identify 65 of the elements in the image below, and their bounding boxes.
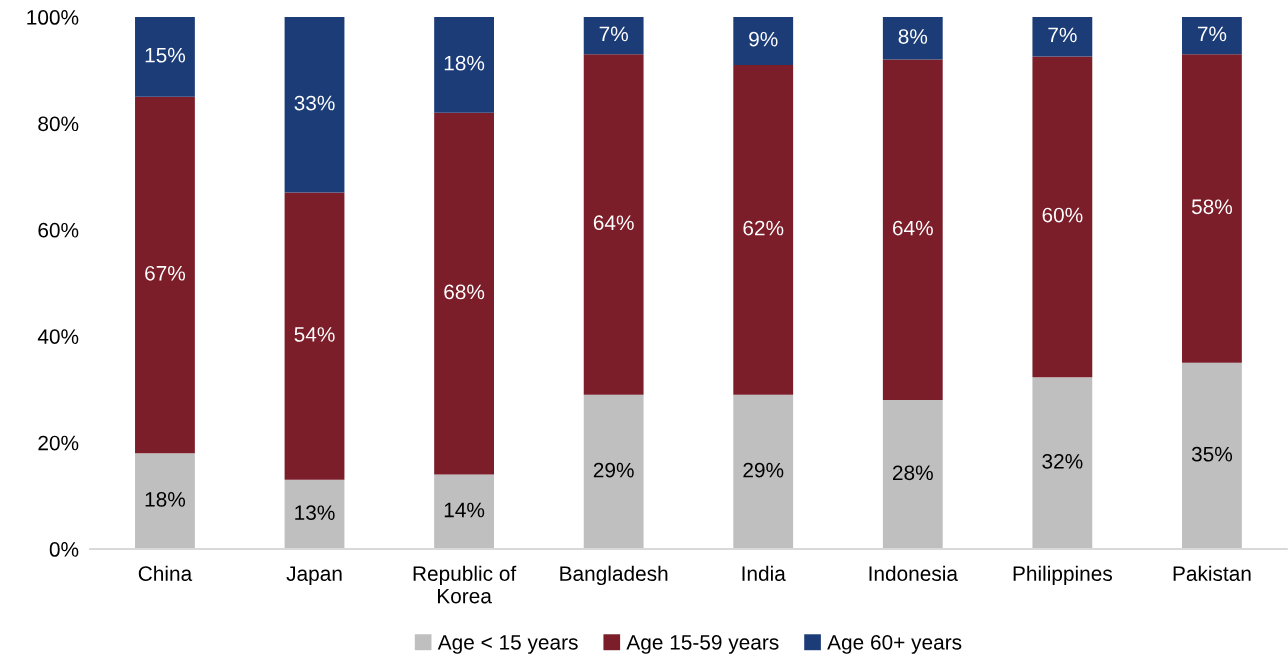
bar bbox=[1182, 54, 1242, 363]
data-label: 29% bbox=[593, 462, 634, 478]
bar bbox=[882, 59, 943, 401]
bar bbox=[1182, 17, 1242, 55]
legend-label: Age < 15 years bbox=[437, 635, 578, 654]
bar bbox=[1032, 17, 1093, 57]
x-tick-label: Bangladesh bbox=[560, 565, 668, 586]
data-label: 9% bbox=[749, 31, 778, 47]
y-tick-label: 0% bbox=[49, 542, 79, 557]
bar bbox=[733, 394, 794, 550]
legend-label: Age 15-59 years bbox=[626, 634, 779, 654]
x-tick-label: Japan bbox=[286, 566, 342, 586]
bar bbox=[1032, 377, 1093, 550]
bar bbox=[733, 64, 794, 395]
bar bbox=[1032, 56, 1093, 378]
data-label: 67% bbox=[145, 265, 186, 281]
data-label: 7% bbox=[599, 26, 628, 42]
bar bbox=[284, 479, 345, 550]
y-tick-label: 80% bbox=[38, 116, 79, 132]
data-label: 33% bbox=[294, 95, 335, 111]
x-tick-label: India bbox=[742, 565, 786, 581]
bar bbox=[284, 17, 345, 193]
data-label: 14% bbox=[444, 502, 485, 518]
bar bbox=[882, 400, 943, 550]
bar bbox=[583, 394, 644, 550]
bar bbox=[284, 192, 345, 480]
data-label: 7% bbox=[1048, 27, 1077, 43]
bar bbox=[434, 112, 494, 475]
bar bbox=[1182, 362, 1242, 550]
data-label: 68% bbox=[444, 284, 485, 300]
data-label: 54% bbox=[294, 327, 335, 342]
y-tick-label: 60% bbox=[38, 222, 79, 238]
data-label: 64% bbox=[893, 220, 933, 236]
data-label: 64% bbox=[593, 215, 634, 231]
x-tick-label: Republic of Korea bbox=[413, 565, 517, 604]
data-label: 18% bbox=[145, 491, 186, 507]
x-tick-label: Pakistan bbox=[1173, 565, 1251, 581]
data-label: 13% bbox=[295, 505, 335, 521]
x-tick-label: Philippines bbox=[1013, 565, 1112, 586]
x-tick-label: Indonesia bbox=[869, 565, 958, 581]
legend-label: Age 60+ years bbox=[827, 634, 962, 654]
y-tick-label: 20% bbox=[38, 435, 79, 451]
bar bbox=[135, 453, 195, 550]
bar bbox=[434, 474, 494, 550]
bar bbox=[733, 17, 794, 65]
x-tick-label: China bbox=[138, 565, 193, 581]
data-label: 32% bbox=[1042, 453, 1083, 469]
bar bbox=[135, 17, 195, 97]
bar bbox=[434, 17, 494, 113]
data-label: 28% bbox=[892, 465, 933, 481]
bar bbox=[583, 17, 644, 55]
data-label: 18% bbox=[444, 55, 485, 71]
data-label: 7% bbox=[1197, 26, 1227, 42]
bar bbox=[882, 17, 943, 60]
y-tick-label: 40% bbox=[37, 329, 79, 344]
data-label: 29% bbox=[743, 462, 784, 478]
data-label: 8% bbox=[898, 29, 928, 44]
data-label: 62% bbox=[743, 220, 784, 236]
bar bbox=[583, 54, 644, 395]
y-tick-label: 100% bbox=[27, 10, 79, 25]
data-label: 60% bbox=[1042, 207, 1083, 223]
data-label: 35% bbox=[1191, 446, 1233, 462]
data-label: 58% bbox=[1191, 199, 1233, 215]
bar bbox=[135, 96, 195, 454]
data-label: 15% bbox=[145, 47, 186, 63]
